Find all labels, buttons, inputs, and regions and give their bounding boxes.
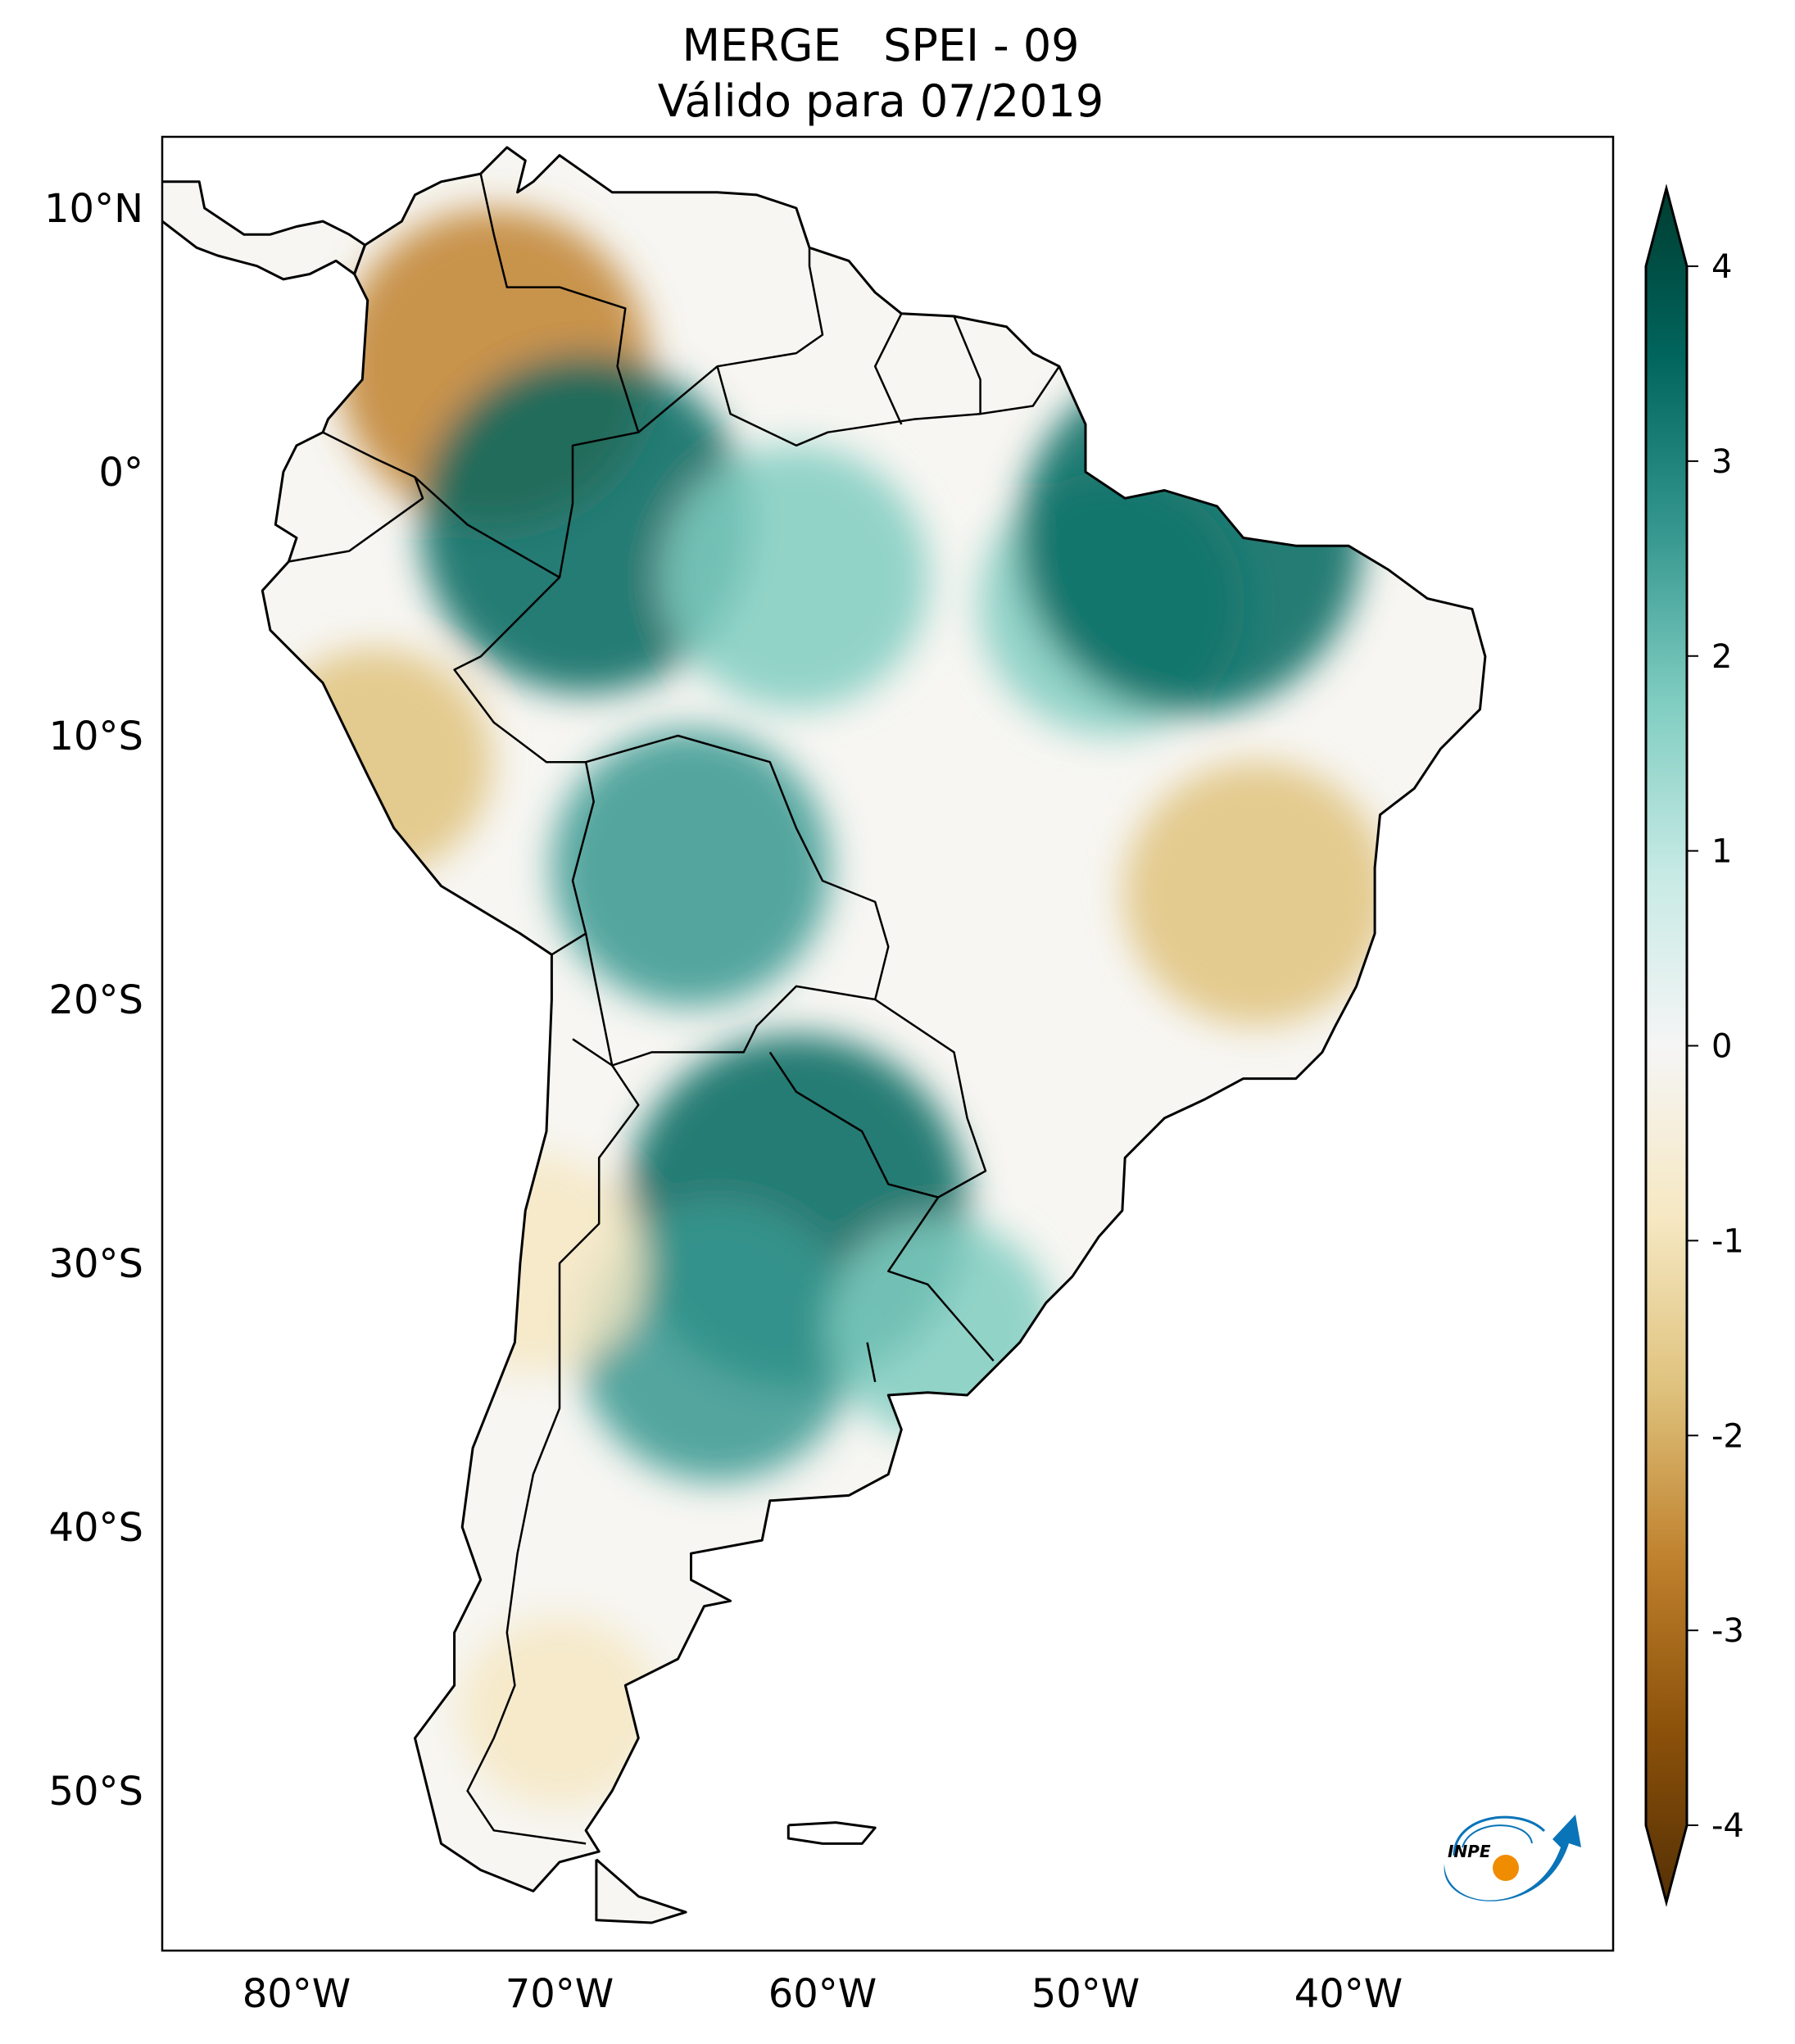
colorbar-bar xyxy=(1644,184,1688,1907)
lat-tick-label: 10°N xyxy=(44,186,143,232)
country-border xyxy=(873,313,903,425)
anomaly-region xyxy=(419,1153,646,1373)
anomaly-region xyxy=(663,445,929,709)
colorbar-tick-label: 3 xyxy=(1711,443,1732,481)
map-area xyxy=(162,146,1487,1924)
country-border xyxy=(466,933,640,1845)
country-border xyxy=(768,1051,939,1199)
country-border xyxy=(953,315,981,415)
country-border xyxy=(288,431,424,563)
lon-tick-label: 60°W xyxy=(768,1971,877,2017)
colorbar-tick-label: 4 xyxy=(1711,248,1732,286)
map-title: MERGE SPEI - 09 xyxy=(682,20,1079,71)
map-frame xyxy=(161,135,1615,1952)
lat-tick-label: 40°S xyxy=(48,1505,143,1551)
colorbar: 4 3 2 1 0 -1 -2 -3 -4 xyxy=(1644,184,1744,1907)
anomaly-region xyxy=(827,1219,1054,1439)
country-border xyxy=(866,1342,877,1383)
colorbar-tick-label: -1 xyxy=(1711,1222,1744,1260)
lon-tick-label: 50°W xyxy=(1031,1971,1140,2017)
colorbar-tick-label: -2 xyxy=(1711,1417,1744,1455)
lat-tick-label: 30°S xyxy=(48,1241,143,1287)
colorbar-tick-label: 2 xyxy=(1711,638,1732,676)
lon-tick-label: 80°W xyxy=(243,1971,351,2017)
lon-tick-label: 70°W xyxy=(505,1971,614,2017)
colorbar-tick-label: 1 xyxy=(1711,833,1732,871)
spei-field xyxy=(162,147,1485,1924)
longitude-ticks: 80°W 70°W 60°W 50°W 40°W xyxy=(243,1971,1403,2017)
colorbar-ticks: 4 3 2 1 0 -1 -2 -3 -4 xyxy=(1687,248,1744,1845)
country-border xyxy=(637,247,824,433)
coastline xyxy=(595,1858,687,1924)
anomaly-region xyxy=(578,1203,857,1482)
colorbar-tick-label: -3 xyxy=(1711,1612,1744,1650)
anomaly-region xyxy=(460,1616,660,1807)
anomaly-region xyxy=(1018,361,1363,714)
inpe-logo: INPE xyxy=(1444,1815,1581,1901)
coastline xyxy=(162,180,366,281)
country-border xyxy=(414,476,560,578)
lat-tick-label: 20°S xyxy=(48,977,143,1023)
country-border xyxy=(716,365,1060,447)
coastline xyxy=(786,1821,877,1845)
lat-tick-label: 50°S xyxy=(48,1769,143,1815)
latitude-ticks: 10°N 0° 10°S 20°S 30°S 40°S 50°S xyxy=(44,186,143,1815)
anomaly-region xyxy=(259,648,492,876)
colorbar-tick-label: -4 xyxy=(1711,1807,1744,1845)
map-subtitle: Válido para 07/2019 xyxy=(658,75,1104,127)
lat-tick-label: 10°S xyxy=(48,714,143,759)
lat-tick-label: 0° xyxy=(98,450,143,496)
lon-tick-label: 40°W xyxy=(1294,1971,1403,2017)
country-borders xyxy=(288,173,1060,1845)
inpe-logo-text: INPE xyxy=(1448,1842,1491,1861)
colorbar-tick-label: 0 xyxy=(1711,1028,1732,1066)
anomaly-region xyxy=(551,728,831,1007)
anomaly-region xyxy=(1123,762,1389,1027)
